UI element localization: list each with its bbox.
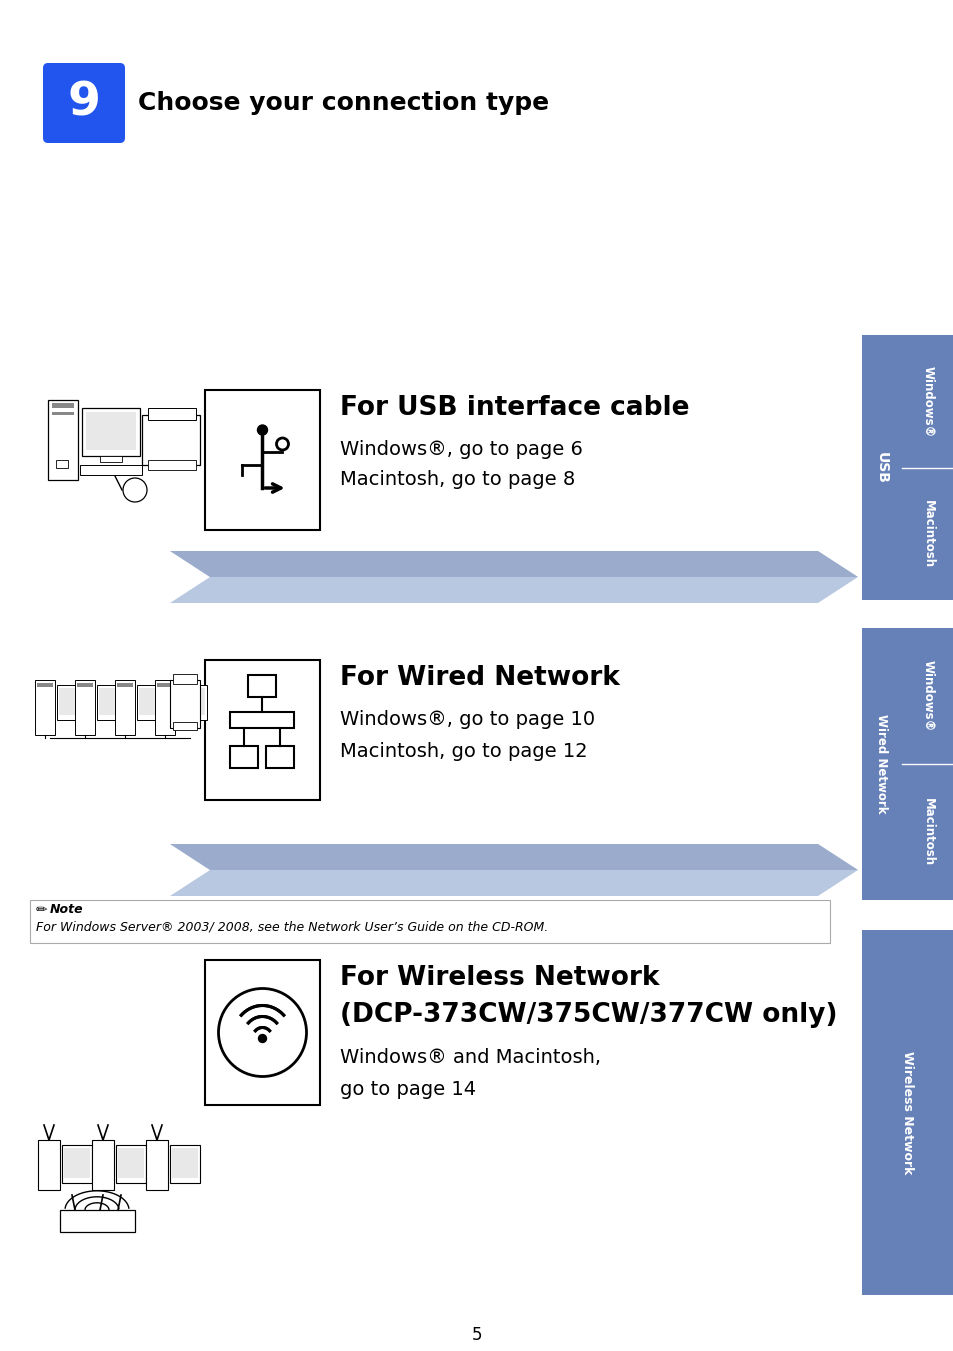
- Bar: [37, 684, 53, 688]
- Bar: [862, 628, 901, 900]
- Bar: [172, 674, 196, 684]
- Bar: [118, 1148, 144, 1178]
- Text: Windows®, go to page 10: Windows®, go to page 10: [339, 711, 595, 730]
- Bar: [172, 721, 196, 730]
- Text: Windows®, go to page 6: Windows®, go to page 6: [339, 440, 582, 459]
- Bar: [177, 685, 207, 720]
- Bar: [115, 680, 135, 735]
- Text: 9: 9: [68, 81, 100, 126]
- Bar: [77, 684, 92, 688]
- Bar: [148, 459, 195, 470]
- Bar: [901, 335, 953, 600]
- Text: USB: USB: [874, 451, 888, 484]
- Text: Macintosh: Macintosh: [921, 798, 934, 866]
- Bar: [82, 408, 140, 457]
- Circle shape: [257, 426, 267, 435]
- Text: Windows®: Windows®: [921, 661, 934, 732]
- Bar: [52, 412, 74, 415]
- Bar: [86, 412, 136, 450]
- Bar: [139, 688, 165, 715]
- Bar: [116, 1146, 146, 1183]
- Text: ✏: ✏: [36, 902, 48, 917]
- Polygon shape: [170, 844, 857, 870]
- Text: Macintosh: Macintosh: [921, 500, 934, 567]
- Bar: [56, 459, 68, 467]
- Text: For Wired Network: For Wired Network: [339, 665, 619, 690]
- Bar: [231, 746, 258, 767]
- Text: For USB interface cable: For USB interface cable: [339, 394, 689, 422]
- Bar: [179, 688, 205, 715]
- Bar: [205, 661, 319, 800]
- Text: 5: 5: [471, 1325, 482, 1344]
- Text: (DCP-373CW/375CW/377CW only): (DCP-373CW/375CW/377CW only): [339, 1002, 837, 1028]
- Bar: [91, 1140, 113, 1190]
- Bar: [38, 1140, 60, 1190]
- Text: go to page 14: go to page 14: [339, 1079, 476, 1098]
- Bar: [60, 1210, 135, 1232]
- Text: Note: Note: [50, 902, 84, 916]
- Text: Macintosh, go to page 8: Macintosh, go to page 8: [339, 470, 575, 489]
- Bar: [59, 688, 85, 715]
- Text: Wired Network: Wired Network: [875, 715, 887, 813]
- Bar: [97, 685, 127, 720]
- Bar: [137, 685, 167, 720]
- Bar: [35, 680, 55, 735]
- Bar: [172, 1148, 198, 1178]
- Polygon shape: [170, 551, 857, 603]
- Bar: [80, 465, 142, 476]
- Bar: [266, 746, 294, 767]
- Bar: [231, 712, 294, 728]
- Text: Choose your connection type: Choose your connection type: [138, 91, 549, 115]
- Bar: [205, 390, 319, 530]
- Bar: [62, 1146, 91, 1183]
- Bar: [99, 688, 125, 715]
- Polygon shape: [170, 551, 857, 577]
- Bar: [52, 403, 74, 408]
- Bar: [142, 415, 200, 465]
- Bar: [205, 961, 319, 1105]
- Bar: [57, 685, 87, 720]
- Circle shape: [123, 478, 147, 503]
- Text: Windows®: Windows®: [921, 366, 934, 436]
- Bar: [148, 408, 195, 420]
- Text: Windows® and Macintosh,: Windows® and Macintosh,: [339, 1048, 600, 1067]
- Bar: [48, 400, 78, 480]
- Bar: [100, 457, 122, 462]
- Bar: [170, 1146, 200, 1183]
- Bar: [154, 680, 174, 735]
- Text: Wireless Network: Wireless Network: [901, 1051, 914, 1174]
- Bar: [146, 1140, 168, 1190]
- Bar: [75, 680, 95, 735]
- Bar: [862, 929, 953, 1296]
- Bar: [901, 628, 953, 900]
- Text: For Windows Server® 2003/ 2008, see the Network User’s Guide on the CD-ROM.: For Windows Server® 2003/ 2008, see the …: [36, 920, 548, 934]
- Bar: [170, 680, 200, 728]
- Text: Macintosh, go to page 12: Macintosh, go to page 12: [339, 742, 587, 761]
- Bar: [157, 684, 172, 688]
- Bar: [30, 900, 829, 943]
- Text: For Wireless Network: For Wireless Network: [339, 965, 659, 992]
- Circle shape: [258, 1035, 266, 1043]
- Bar: [117, 684, 132, 688]
- Bar: [248, 676, 276, 697]
- Bar: [64, 1148, 90, 1178]
- Polygon shape: [170, 844, 857, 896]
- FancyBboxPatch shape: [43, 63, 125, 143]
- Bar: [862, 335, 901, 600]
